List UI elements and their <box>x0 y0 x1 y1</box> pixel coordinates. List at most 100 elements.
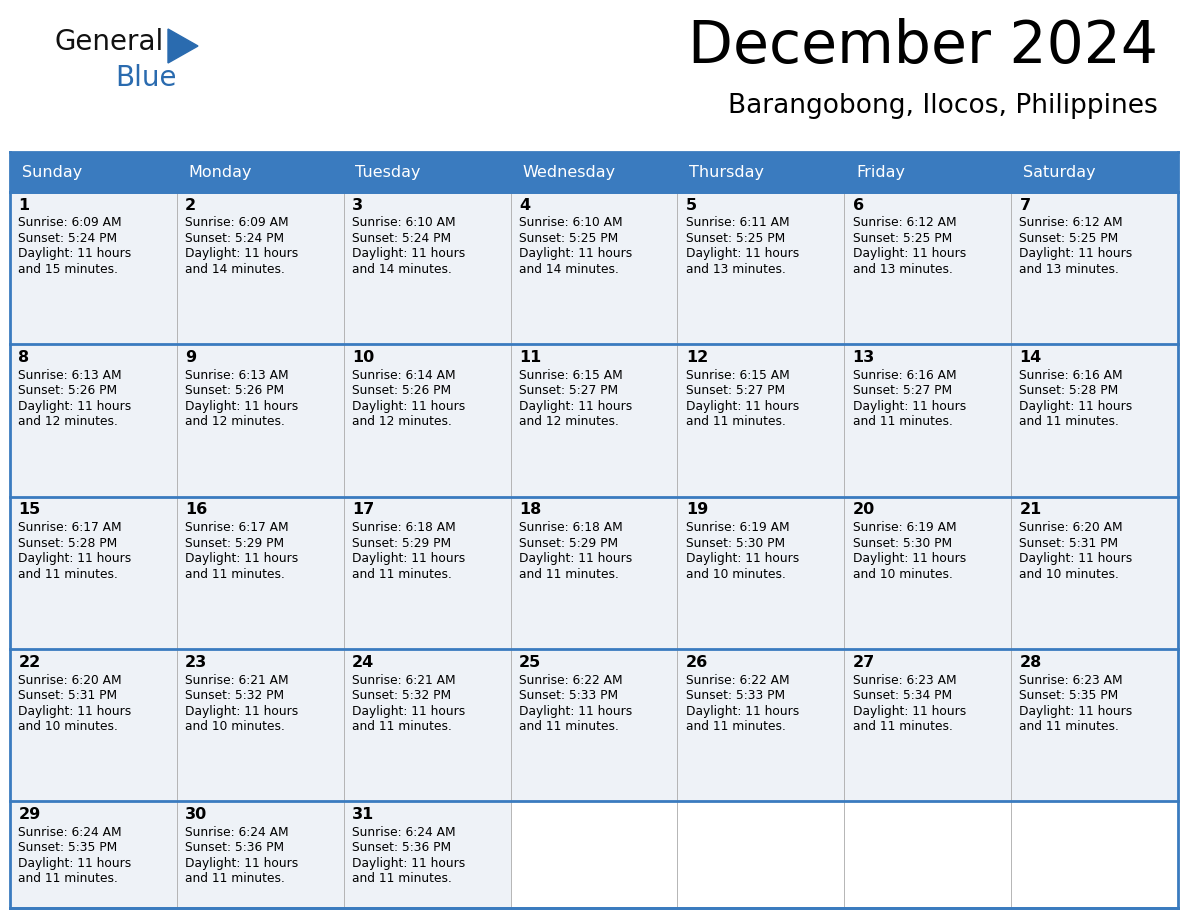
Bar <box>511 497 677 649</box>
Text: 1: 1 <box>18 197 30 212</box>
Bar <box>845 497 1011 649</box>
Text: 8: 8 <box>18 350 30 364</box>
Text: and 11 minutes.: and 11 minutes. <box>352 720 451 733</box>
Text: Daylight: 11 hours: Daylight: 11 hours <box>18 553 132 565</box>
Text: Sunset: 5:32 PM: Sunset: 5:32 PM <box>352 689 451 702</box>
Text: and 11 minutes.: and 11 minutes. <box>519 720 619 733</box>
Text: Sunrise: 6:21 AM: Sunrise: 6:21 AM <box>185 674 289 687</box>
Bar <box>343 192 511 344</box>
Text: Sunset: 5:25 PM: Sunset: 5:25 PM <box>519 232 618 245</box>
Text: 10: 10 <box>352 350 374 364</box>
Text: Sunrise: 6:12 AM: Sunrise: 6:12 AM <box>853 217 956 230</box>
Bar <box>10 649 177 801</box>
Text: Sunset: 5:30 PM: Sunset: 5:30 PM <box>685 537 785 550</box>
Text: and 14 minutes.: and 14 minutes. <box>519 263 619 276</box>
Text: Monday: Monday <box>189 164 252 180</box>
Text: Sunset: 5:29 PM: Sunset: 5:29 PM <box>352 537 451 550</box>
Text: Sunset: 5:25 PM: Sunset: 5:25 PM <box>685 232 785 245</box>
Text: Sunset: 5:27 PM: Sunset: 5:27 PM <box>685 385 785 397</box>
Bar <box>10 344 177 497</box>
Text: Blue: Blue <box>115 64 177 92</box>
Bar <box>845 801 1011 908</box>
Text: Sunrise: 6:15 AM: Sunrise: 6:15 AM <box>519 369 623 382</box>
Text: Sunset: 5:25 PM: Sunset: 5:25 PM <box>853 232 952 245</box>
Text: Sunset: 5:35 PM: Sunset: 5:35 PM <box>1019 689 1119 702</box>
Text: Sunset: 5:34 PM: Sunset: 5:34 PM <box>853 689 952 702</box>
Text: 7: 7 <box>1019 197 1031 212</box>
Text: Sunset: 5:29 PM: Sunset: 5:29 PM <box>185 537 284 550</box>
Text: Sunrise: 6:23 AM: Sunrise: 6:23 AM <box>1019 674 1123 687</box>
Text: and 11 minutes.: and 11 minutes. <box>685 415 785 429</box>
Text: Daylight: 11 hours: Daylight: 11 hours <box>352 248 466 261</box>
Text: Sunrise: 6:15 AM: Sunrise: 6:15 AM <box>685 369 790 382</box>
Text: Daylight: 11 hours: Daylight: 11 hours <box>519 400 632 413</box>
Text: Daylight: 11 hours: Daylight: 11 hours <box>18 704 132 718</box>
Text: Sunset: 5:33 PM: Sunset: 5:33 PM <box>519 689 618 702</box>
Text: Daylight: 11 hours: Daylight: 11 hours <box>853 248 966 261</box>
Text: Sunset: 5:25 PM: Sunset: 5:25 PM <box>1019 232 1119 245</box>
Text: Sunset: 5:28 PM: Sunset: 5:28 PM <box>1019 385 1119 397</box>
Text: and 11 minutes.: and 11 minutes. <box>18 567 119 581</box>
Bar <box>845 192 1011 344</box>
Bar <box>177 192 343 344</box>
Text: Sunrise: 6:17 AM: Sunrise: 6:17 AM <box>18 521 122 534</box>
Text: Sunrise: 6:10 AM: Sunrise: 6:10 AM <box>352 217 456 230</box>
Text: 18: 18 <box>519 502 542 517</box>
Text: and 11 minutes.: and 11 minutes. <box>519 567 619 581</box>
Text: Sunset: 5:27 PM: Sunset: 5:27 PM <box>853 385 952 397</box>
Bar <box>1011 801 1178 908</box>
Bar <box>677 497 845 649</box>
Bar <box>343 497 511 649</box>
Text: 26: 26 <box>685 655 708 669</box>
Text: and 10 minutes.: and 10 minutes. <box>1019 567 1119 581</box>
Text: Sunrise: 6:24 AM: Sunrise: 6:24 AM <box>352 826 456 839</box>
Text: Tuesday: Tuesday <box>355 164 421 180</box>
Text: Sunrise: 6:09 AM: Sunrise: 6:09 AM <box>18 217 122 230</box>
Text: 15: 15 <box>18 502 40 517</box>
Text: Sunday: Sunday <box>21 164 82 180</box>
Text: and 11 minutes.: and 11 minutes. <box>853 720 953 733</box>
Text: Sunset: 5:26 PM: Sunset: 5:26 PM <box>352 385 451 397</box>
Text: Sunrise: 6:20 AM: Sunrise: 6:20 AM <box>1019 521 1123 534</box>
Text: and 11 minutes.: and 11 minutes. <box>853 415 953 429</box>
Text: and 12 minutes.: and 12 minutes. <box>18 415 119 429</box>
Text: Sunset: 5:36 PM: Sunset: 5:36 PM <box>185 842 284 855</box>
Text: 31: 31 <box>352 807 374 822</box>
Bar <box>511 192 677 344</box>
Text: and 11 minutes.: and 11 minutes. <box>685 720 785 733</box>
Text: Daylight: 11 hours: Daylight: 11 hours <box>185 400 298 413</box>
Text: 28: 28 <box>1019 655 1042 669</box>
Bar <box>343 801 511 908</box>
Text: Daylight: 11 hours: Daylight: 11 hours <box>685 553 800 565</box>
Text: and 11 minutes.: and 11 minutes. <box>352 567 451 581</box>
Bar <box>1011 192 1178 344</box>
Text: Wednesday: Wednesday <box>523 164 615 180</box>
Text: Sunrise: 6:16 AM: Sunrise: 6:16 AM <box>1019 369 1123 382</box>
Text: Daylight: 11 hours: Daylight: 11 hours <box>352 856 466 870</box>
Text: Sunset: 5:24 PM: Sunset: 5:24 PM <box>18 232 118 245</box>
Text: 22: 22 <box>18 655 40 669</box>
Text: 24: 24 <box>352 655 374 669</box>
Text: and 14 minutes.: and 14 minutes. <box>185 263 285 276</box>
Text: Sunrise: 6:19 AM: Sunrise: 6:19 AM <box>685 521 789 534</box>
Text: and 11 minutes.: and 11 minutes. <box>1019 415 1119 429</box>
Bar <box>511 649 677 801</box>
Text: Sunrise: 6:18 AM: Sunrise: 6:18 AM <box>352 521 456 534</box>
Text: Sunrise: 6:22 AM: Sunrise: 6:22 AM <box>685 674 789 687</box>
Text: December 2024: December 2024 <box>688 18 1158 75</box>
Bar <box>177 344 343 497</box>
Text: 21: 21 <box>1019 502 1042 517</box>
Text: Daylight: 11 hours: Daylight: 11 hours <box>519 553 632 565</box>
Text: Daylight: 11 hours: Daylight: 11 hours <box>853 553 966 565</box>
Bar <box>677 649 845 801</box>
Text: Sunrise: 6:16 AM: Sunrise: 6:16 AM <box>853 369 956 382</box>
Text: Daylight: 11 hours: Daylight: 11 hours <box>352 400 466 413</box>
Text: 6: 6 <box>853 197 864 212</box>
Text: 5: 5 <box>685 197 697 212</box>
Text: Daylight: 11 hours: Daylight: 11 hours <box>853 400 966 413</box>
Text: and 11 minutes.: and 11 minutes. <box>185 567 285 581</box>
Text: Daylight: 11 hours: Daylight: 11 hours <box>685 400 800 413</box>
Text: and 13 minutes.: and 13 minutes. <box>853 263 953 276</box>
Text: 29: 29 <box>18 807 40 822</box>
Text: Sunset: 5:29 PM: Sunset: 5:29 PM <box>519 537 618 550</box>
